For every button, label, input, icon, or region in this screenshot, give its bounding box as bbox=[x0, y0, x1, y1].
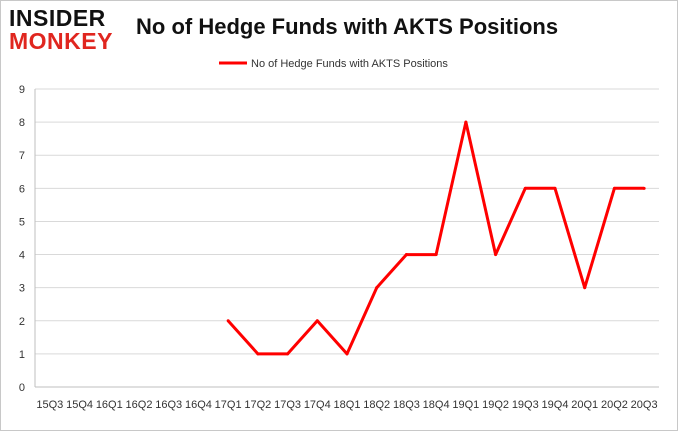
data-point bbox=[523, 186, 527, 190]
x-tick-label: 18Q1 bbox=[334, 399, 361, 411]
legend-label: No of Hedge Funds with AKTS Positions bbox=[251, 58, 448, 70]
y-axis: 0 1 2 3 4 5 6 7 8 9 bbox=[19, 84, 25, 394]
x-tick-label: 17Q1 bbox=[215, 399, 242, 411]
data-point bbox=[286, 352, 290, 356]
x-tick-label: 15Q4 bbox=[66, 399, 93, 411]
y-tick-label: 2 bbox=[19, 316, 25, 328]
legend: No of Hedge Funds with AKTS Positions bbox=[219, 58, 448, 70]
insider-monkey-logo: INSIDER MONKEY bbox=[9, 7, 129, 53]
x-tick-label: 16Q1 bbox=[96, 399, 123, 411]
x-axis: 15Q3 15Q4 16Q1 16Q2 16Q3 16Q4 17Q1 17Q2 17Q3 17Q4… bbox=[36, 399, 657, 411]
x-tick-label: 18Q2 bbox=[363, 399, 390, 411]
y-tick-label: 4 bbox=[19, 250, 25, 262]
data-point bbox=[612, 186, 616, 190]
data-point bbox=[375, 286, 379, 290]
x-tick-label: 19Q3 bbox=[512, 399, 539, 411]
x-tick-label: 17Q3 bbox=[274, 399, 301, 411]
y-tick-label: 8 bbox=[19, 117, 25, 129]
x-tick-label: 20Q1 bbox=[571, 399, 598, 411]
y-tick-label: 0 bbox=[19, 382, 25, 394]
x-tick-label: 18Q4 bbox=[423, 399, 450, 411]
y-tick-label: 5 bbox=[19, 216, 25, 228]
grid bbox=[34, 88, 659, 388]
data-point bbox=[226, 319, 230, 323]
x-tick-label: 19Q2 bbox=[482, 399, 509, 411]
data-point bbox=[256, 352, 260, 356]
x-tick-label: 20Q2 bbox=[601, 399, 628, 411]
series-line bbox=[226, 120, 645, 356]
y-tick-label: 1 bbox=[19, 349, 25, 361]
y-tick-label: 3 bbox=[19, 283, 25, 295]
logo-line-2: MONKEY bbox=[9, 28, 113, 54]
x-tick-label: 16Q2 bbox=[126, 399, 153, 411]
logo-line-1: INSIDER bbox=[9, 5, 106, 31]
data-point bbox=[494, 253, 498, 257]
x-tick-label: 19Q1 bbox=[452, 399, 479, 411]
data-point bbox=[404, 253, 408, 257]
data-point bbox=[583, 286, 587, 290]
series-layer bbox=[226, 120, 646, 356]
x-tick-label: 17Q2 bbox=[244, 399, 271, 411]
y-tick-label: 6 bbox=[19, 183, 25, 195]
x-tick-label: 16Q4 bbox=[185, 399, 212, 411]
y-tick-label: 9 bbox=[19, 84, 25, 96]
chart-title: No of Hedge Funds with AKTS Positions bbox=[136, 14, 559, 39]
data-point bbox=[434, 253, 438, 257]
y-tick-label: 7 bbox=[19, 150, 25, 162]
x-tick-label: 16Q3 bbox=[155, 399, 182, 411]
x-tick-label: 20Q3 bbox=[631, 399, 658, 411]
data-point bbox=[553, 186, 557, 190]
x-tick-label: 18Q3 bbox=[393, 399, 420, 411]
data-point bbox=[464, 120, 468, 124]
x-tick-label: 17Q4 bbox=[304, 399, 331, 411]
x-tick-label: 15Q3 bbox=[36, 399, 63, 411]
x-tick-label: 19Q4 bbox=[542, 399, 569, 411]
data-point bbox=[642, 186, 646, 190]
data-point bbox=[345, 352, 349, 356]
data-point bbox=[315, 319, 319, 323]
